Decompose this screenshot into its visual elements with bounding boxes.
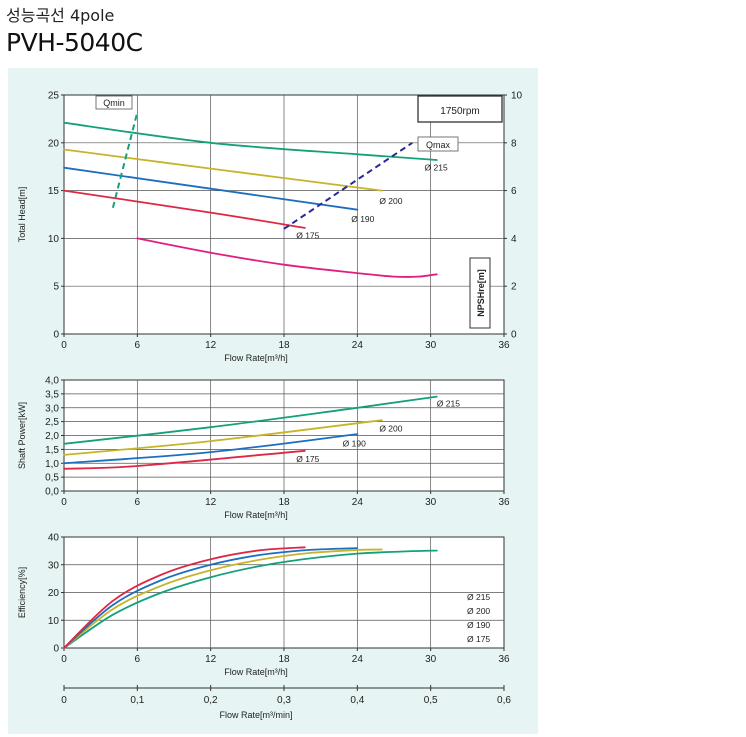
y-axis-label: Shaft Power[kW] bbox=[17, 402, 27, 469]
y-tick-label: 4,0 bbox=[45, 376, 59, 387]
series-line-d215 bbox=[63, 549, 438, 649]
y-tick-label: 1,0 bbox=[45, 459, 59, 470]
series-label: Ø 175 bbox=[296, 230, 319, 240]
series-label: Ø 190 bbox=[351, 214, 374, 224]
qmax-label: Qmax bbox=[426, 140, 451, 150]
x-tick-label: 12 bbox=[205, 654, 217, 665]
x2-tick-label: 0 bbox=[61, 695, 67, 706]
qmin-box bbox=[95, 95, 133, 110]
y2-tick-label: 2 bbox=[511, 282, 517, 293]
series-line-d215 bbox=[63, 121, 438, 161]
x-tick-label: 24 bbox=[352, 340, 364, 351]
series-line-d190 bbox=[63, 547, 359, 649]
y-tick-label: 20 bbox=[48, 138, 60, 149]
x2-tick-label: 0,2 bbox=[204, 695, 218, 706]
x-axis-label: Flow Rate[m³/h] bbox=[224, 510, 288, 520]
x-tick-label: 24 bbox=[352, 654, 364, 665]
x-tick-label: 18 bbox=[278, 340, 290, 351]
y-tick-label: 0 bbox=[53, 330, 59, 341]
x-tick-label: 12 bbox=[205, 497, 217, 508]
legend-entry: Ø 215 bbox=[467, 592, 490, 602]
series-label: Ø 200 bbox=[379, 196, 402, 206]
series-label: Ø 190 bbox=[343, 439, 366, 449]
y-axis-label: Efficiency[%] bbox=[17, 567, 27, 618]
x2-tick-label: 0,3 bbox=[277, 695, 291, 706]
y-tick-label: 30 bbox=[48, 560, 60, 571]
legend-entry: Ø 190 bbox=[467, 620, 490, 630]
y-tick-label: 10 bbox=[48, 234, 60, 245]
series-line-d175 bbox=[63, 546, 306, 649]
qmin-line bbox=[111, 111, 139, 209]
y-tick-label: 0 bbox=[53, 644, 59, 655]
y2-tick-label: 0 bbox=[511, 330, 517, 341]
speed-box bbox=[417, 95, 503, 123]
y-axis-label: Total Head[m] bbox=[17, 187, 27, 243]
series-line-d190 bbox=[63, 433, 359, 465]
npsh-label-box bbox=[469, 257, 491, 329]
x2-tick-label: 0,4 bbox=[350, 695, 364, 706]
series-line-d200 bbox=[63, 548, 383, 649]
y-tick-label: 20 bbox=[48, 588, 60, 599]
y2-tick-label: 4 bbox=[511, 234, 517, 245]
x2-tick-label: 0,1 bbox=[130, 695, 144, 706]
x-tick-label: 36 bbox=[498, 497, 510, 508]
x-tick-label: 0 bbox=[61, 654, 67, 665]
x-tick-label: 30 bbox=[425, 340, 437, 351]
chart-title-korean: 성능곡선 4pole bbox=[6, 6, 115, 25]
series-label: Ø 215 bbox=[437, 398, 460, 408]
x-tick-label: 24 bbox=[352, 497, 364, 508]
series-line-d190 bbox=[63, 166, 359, 211]
series-label: Ø 215 bbox=[425, 163, 448, 173]
x-tick-label: 12 bbox=[205, 340, 217, 351]
x-axis-label: Flow Rate[m³/h] bbox=[224, 353, 288, 363]
y-tick-label: 2,0 bbox=[45, 431, 59, 442]
y-tick-label: 0,0 bbox=[45, 487, 59, 498]
x-tick-label: 6 bbox=[135, 340, 141, 351]
y-tick-label: 2,5 bbox=[45, 417, 59, 428]
model-title: PVH-5040C bbox=[6, 28, 143, 57]
x-tick-label: 6 bbox=[135, 497, 141, 508]
npsh-axis-label: NPSHre[m] bbox=[476, 269, 486, 317]
x2-axis-label: Flow Rate[m³/min] bbox=[219, 710, 292, 720]
qmin-label: Qmin bbox=[103, 98, 125, 108]
series-line-d175 bbox=[63, 449, 306, 470]
speed-label: 1750rpm bbox=[440, 106, 479, 117]
y2-tick-label: 10 bbox=[511, 91, 523, 102]
y-tick-label: 0,5 bbox=[45, 473, 59, 484]
x-tick-label: 18 bbox=[278, 497, 290, 508]
y-tick-label: 1,5 bbox=[45, 445, 59, 456]
y-tick-label: 10 bbox=[48, 616, 60, 627]
series-line-d200 bbox=[63, 419, 383, 456]
y-tick-label: 25 bbox=[48, 91, 60, 102]
x-axis-label: Flow Rate[m³/h] bbox=[224, 667, 288, 677]
series-line-d215 bbox=[63, 395, 438, 445]
x-tick-label: 18 bbox=[278, 654, 290, 665]
x-tick-label: 36 bbox=[498, 340, 510, 351]
y2-tick-label: 8 bbox=[511, 138, 517, 149]
series-line-d200 bbox=[63, 148, 383, 192]
y-tick-label: 5 bbox=[53, 282, 59, 293]
x-tick-label: 0 bbox=[61, 497, 67, 508]
x2-tick-label: 0,6 bbox=[497, 695, 511, 706]
x-tick-label: 36 bbox=[498, 654, 510, 665]
y-tick-label: 15 bbox=[48, 186, 60, 197]
series-label: Ø 200 bbox=[379, 423, 402, 433]
x-tick-label: 30 bbox=[425, 654, 437, 665]
x-tick-label: 6 bbox=[135, 654, 141, 665]
x2-tick-label: 0,5 bbox=[424, 695, 438, 706]
x-tick-label: 0 bbox=[61, 340, 67, 351]
x-tick-label: 30 bbox=[425, 497, 437, 508]
y2-tick-label: 6 bbox=[511, 186, 517, 197]
legend-entry: Ø 200 bbox=[467, 606, 490, 616]
series-label: Ø 175 bbox=[296, 454, 319, 464]
qmax-line bbox=[283, 141, 413, 230]
y-tick-label: 40 bbox=[48, 533, 60, 544]
qmax-box bbox=[417, 136, 459, 152]
series-line-d175 bbox=[63, 189, 306, 229]
legend-entry: Ø 175 bbox=[467, 634, 490, 644]
series-line-npsh bbox=[136, 237, 438, 278]
y-tick-label: 3,0 bbox=[45, 403, 59, 414]
y-tick-label: 3,5 bbox=[45, 389, 59, 400]
